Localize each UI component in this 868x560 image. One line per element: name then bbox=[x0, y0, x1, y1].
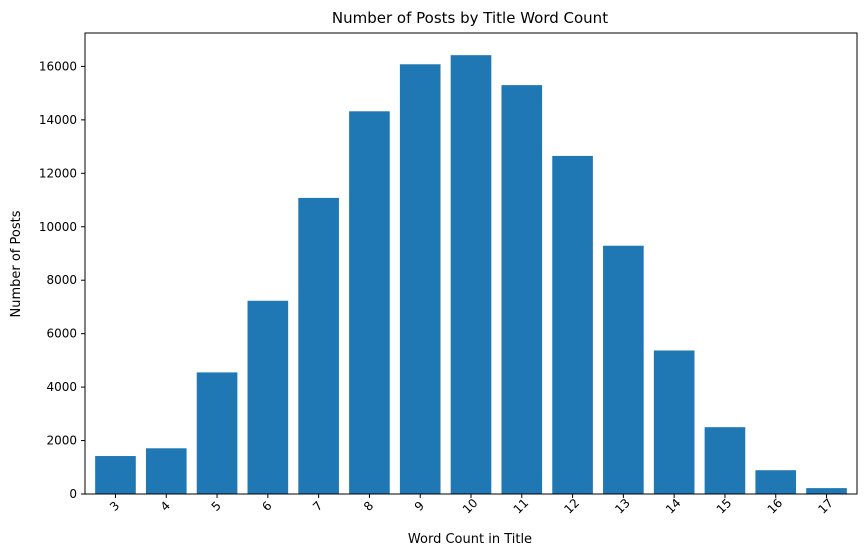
bar-10 bbox=[450, 55, 492, 495]
x-tick-label: 3 bbox=[107, 499, 122, 514]
bar-4 bbox=[145, 448, 187, 494]
x-tick-label: 9 bbox=[412, 499, 427, 514]
y-tick-label: 12000 bbox=[39, 166, 77, 180]
y-tick-label: 2000 bbox=[46, 434, 77, 448]
y-axis-ticks: 0 2000 4000 6000 8000 10000 12000 14000 16000 bbox=[39, 59, 85, 501]
bar-14 bbox=[653, 350, 695, 494]
bar-3 bbox=[95, 456, 136, 494]
chart-title: Number of Posts by Title Word Count bbox=[332, 9, 608, 27]
y-tick-label: 14000 bbox=[39, 113, 77, 127]
bar-17 bbox=[806, 488, 847, 494]
x-tick-label: 17 bbox=[815, 496, 836, 517]
bar-6 bbox=[247, 300, 289, 494]
bar-16 bbox=[755, 470, 797, 494]
x-tick-label: 6 bbox=[259, 499, 274, 514]
bar-9 bbox=[399, 64, 441, 495]
y-tick-label: 16000 bbox=[39, 59, 77, 73]
plot-area-frame bbox=[84, 32, 858, 495]
x-tick-label: 12 bbox=[561, 496, 582, 517]
y-tick-label: 0 bbox=[69, 487, 77, 501]
x-axis-label: Word Count in Title bbox=[408, 532, 532, 547]
y-tick-label: 8000 bbox=[46, 273, 77, 287]
bar-11 bbox=[501, 85, 543, 495]
x-tick-label: 4 bbox=[158, 499, 173, 514]
bar-8 bbox=[349, 111, 390, 495]
x-tick-label: 5 bbox=[209, 499, 224, 514]
x-tick-label: 11 bbox=[511, 496, 532, 517]
bar-13 bbox=[603, 245, 644, 494]
y-tick-label: 4000 bbox=[46, 380, 77, 394]
y-axis-label: Number of Posts bbox=[9, 210, 24, 317]
x-axis-ticks: 3 4 5 6 7 8 9 10 11 12 13 14 15 16 17 bbox=[107, 494, 836, 517]
y-tick-label: 10000 bbox=[39, 220, 77, 234]
y-tick-label: 6000 bbox=[46, 327, 77, 341]
x-tick-label: 8 bbox=[361, 499, 376, 514]
bar-15 bbox=[704, 427, 746, 494]
x-tick-label: 7 bbox=[310, 499, 325, 514]
bar-12 bbox=[552, 155, 593, 494]
bar-7 bbox=[298, 197, 339, 494]
x-tick-label: 10 bbox=[460, 496, 481, 517]
x-tick-label: 15 bbox=[714, 496, 735, 517]
x-tick-label: 14 bbox=[663, 496, 684, 517]
bar-5 bbox=[196, 372, 238, 494]
x-tick-label: 13 bbox=[612, 496, 633, 517]
bars-group bbox=[95, 55, 847, 495]
x-tick-label: 16 bbox=[765, 496, 786, 517]
